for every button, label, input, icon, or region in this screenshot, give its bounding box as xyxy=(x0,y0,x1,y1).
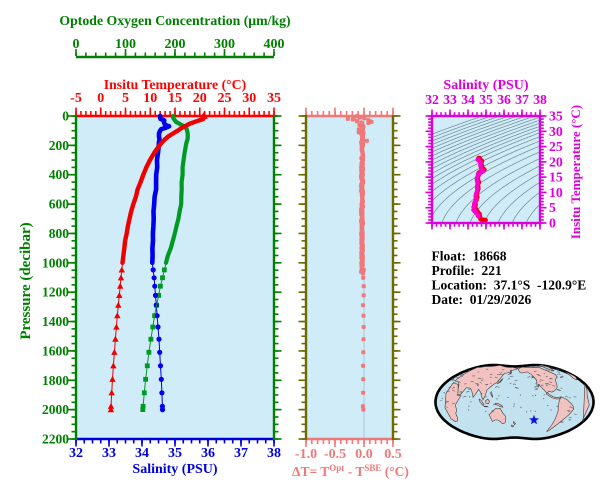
svg-text:32: 32 xyxy=(69,446,83,461)
svg-text:25: 25 xyxy=(549,139,563,154)
svg-text:1800: 1800 xyxy=(42,373,69,388)
svg-text:10: 10 xyxy=(143,91,157,106)
svg-text:36: 36 xyxy=(201,446,215,461)
svg-text:200: 200 xyxy=(49,138,70,153)
svg-text:Insitu Temperature (°C): Insitu Temperature (°C) xyxy=(104,77,246,93)
svg-text:33: 33 xyxy=(102,446,116,461)
svg-text:100: 100 xyxy=(115,37,136,52)
svg-text:30: 30 xyxy=(242,91,256,106)
svg-text:36: 36 xyxy=(497,92,511,107)
svg-text:15: 15 xyxy=(168,91,182,106)
svg-text:1600: 1600 xyxy=(42,343,69,358)
svg-text:2000: 2000 xyxy=(42,402,69,417)
svg-text:5: 5 xyxy=(549,200,556,215)
svg-text:-1.0: -1.0 xyxy=(295,447,317,462)
svg-text:1000: 1000 xyxy=(42,255,69,270)
svg-text:30: 30 xyxy=(549,124,563,139)
svg-text:600: 600 xyxy=(49,197,70,212)
svg-text:20: 20 xyxy=(193,91,207,106)
svg-text:Salinity (PSU): Salinity (PSU) xyxy=(132,462,218,477)
svg-text:0.5: 0.5 xyxy=(384,447,402,462)
svg-text:200: 200 xyxy=(165,37,186,52)
svg-text:38: 38 xyxy=(533,92,547,107)
svg-text:10: 10 xyxy=(549,185,563,200)
svg-text:15: 15 xyxy=(549,170,563,185)
svg-text:-5: -5 xyxy=(70,91,82,106)
svg-text:35: 35 xyxy=(168,446,182,461)
svg-text:0: 0 xyxy=(62,109,69,124)
svg-text:5: 5 xyxy=(122,91,129,106)
svg-text:Optode Oxygen Concentration (μ: Optode Oxygen Concentration (μm/kg) xyxy=(59,13,290,29)
svg-text:Profile: 221: Profile: 221 xyxy=(432,263,502,278)
svg-text:300: 300 xyxy=(214,37,235,52)
svg-text:34: 34 xyxy=(135,446,149,461)
svg-text:Date: 01/29/2026: Date: 01/29/2026 xyxy=(432,292,532,307)
svg-text:800: 800 xyxy=(49,226,70,241)
svg-text:34: 34 xyxy=(461,92,475,107)
svg-text:Float: 18668: Float: 18668 xyxy=(432,249,507,264)
svg-text:38: 38 xyxy=(267,446,281,461)
svg-text:35: 35 xyxy=(479,92,493,107)
svg-text:0.0: 0.0 xyxy=(355,447,373,462)
svg-text:ΔT= TOpt - TSBE (°C): ΔT= TOpt - TSBE (°C) xyxy=(292,463,409,479)
svg-text:Location: 37.1°S -120.9°E: Location: 37.1°S -120.9°E xyxy=(432,278,587,293)
svg-text:35: 35 xyxy=(267,91,281,106)
svg-text:Salinity (PSU): Salinity (PSU) xyxy=(443,78,529,93)
svg-text:-0.5: -0.5 xyxy=(324,447,346,462)
svg-text:Insitu Temperature (°C): Insitu Temperature (°C) xyxy=(568,105,583,239)
svg-text:33: 33 xyxy=(443,92,457,107)
svg-text:35: 35 xyxy=(549,109,563,124)
svg-text:2200: 2200 xyxy=(42,432,69,447)
svg-text:400: 400 xyxy=(49,167,70,182)
svg-text:25: 25 xyxy=(218,91,232,106)
svg-text:32: 32 xyxy=(425,92,439,107)
svg-text:37: 37 xyxy=(234,446,248,461)
svg-text:1200: 1200 xyxy=(42,285,69,300)
svg-text:20: 20 xyxy=(549,154,563,169)
svg-text:0: 0 xyxy=(97,91,104,106)
svg-text:0: 0 xyxy=(549,216,556,231)
svg-text:400: 400 xyxy=(264,37,285,52)
svg-text:0: 0 xyxy=(73,37,80,52)
svg-text:37: 37 xyxy=(515,92,529,107)
svg-text:1400: 1400 xyxy=(42,314,69,329)
svg-text:Pressure (decibar): Pressure (decibar) xyxy=(18,222,34,339)
